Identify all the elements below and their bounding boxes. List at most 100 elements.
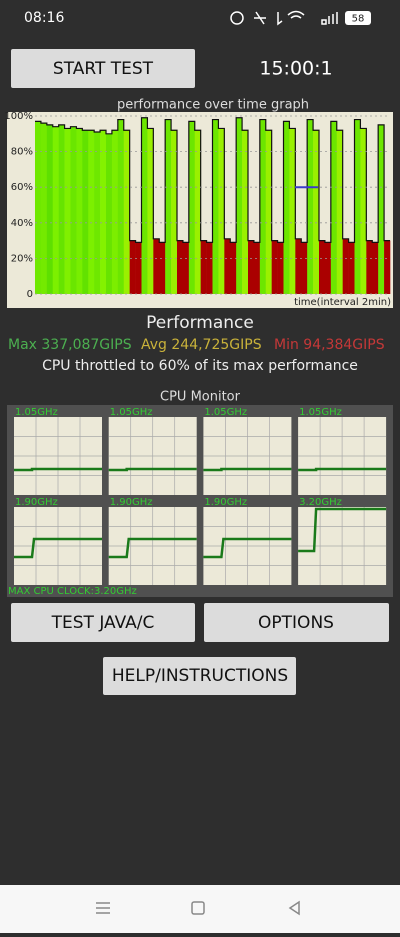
nav-home[interactable] <box>191 901 205 915</box>
bar <box>100 130 107 294</box>
bar <box>342 238 349 294</box>
max-clock: MAX CPU CLOCK:3.20GHz <box>8 586 137 597</box>
bar-outline <box>35 117 390 243</box>
battery <box>345 11 371 25</box>
status-icons <box>230 10 338 26</box>
bar <box>295 238 302 294</box>
core-freq: 1.05GHz <box>110 407 153 418</box>
bar <box>46 124 54 295</box>
core-line <box>298 507 387 553</box>
bar <box>242 130 249 294</box>
bar <box>224 238 231 294</box>
bar <box>354 119 361 294</box>
bar <box>336 130 343 294</box>
test-java-button[interactable] <box>11 603 195 642</box>
bar <box>253 242 261 294</box>
bar <box>259 119 267 294</box>
core-freq: 1.90GHz <box>204 497 247 508</box>
help-button[interactable] <box>103 657 296 695</box>
bar <box>271 240 278 294</box>
core-freq: 1.90GHz <box>15 497 58 508</box>
core-line <box>298 467 387 472</box>
core-freq: 1.05GHz <box>299 407 342 418</box>
bar <box>58 124 65 295</box>
battery-level: 58 <box>352 14 365 25</box>
x-axis-label: time(interval 2min) <box>294 297 391 308</box>
core-freq: 1.05GHz <box>15 407 58 418</box>
test-java-label: TEST JAVA/C <box>51 613 155 633</box>
bar <box>64 128 71 294</box>
throttle-text: CPU throttled to 60% of its max performa… <box>42 358 358 374</box>
start-button[interactable] <box>11 49 195 88</box>
bar <box>147 128 154 294</box>
core-freq: 1.90GHz <box>110 497 153 508</box>
bar <box>165 119 172 294</box>
bar <box>159 242 166 294</box>
chart: 0 20% 40% 60% 80% 100% <box>4 111 391 300</box>
bar <box>177 240 184 294</box>
bar <box>289 128 296 294</box>
y-tick-label: 20% <box>11 253 33 264</box>
help-label: HELP/INSTRUCTIONS <box>112 666 288 686</box>
bar <box>200 240 207 294</box>
graph-title: performance over time graph <box>117 98 309 113</box>
nav-bar <box>0 885 400 933</box>
bar <box>35 121 42 294</box>
bar <box>319 240 326 294</box>
bar <box>307 119 314 294</box>
bar <box>82 130 89 294</box>
bar <box>106 133 113 294</box>
bar <box>230 242 237 294</box>
bar <box>141 117 148 294</box>
y-tick-label: 80% <box>11 147 33 158</box>
bar <box>70 126 77 295</box>
perf-min: Min 94,384GIPS <box>274 337 385 353</box>
bar <box>135 242 142 294</box>
perf-avg: Avg 244,725GIPS <box>141 337 262 353</box>
y-tick-label: 100% <box>4 111 33 122</box>
bar <box>384 240 391 294</box>
bar <box>76 128 83 294</box>
bar <box>301 242 308 294</box>
cpu-cores: 1.05GHz 1.05GHz 1.05GHz 1.05GHz 1.90GHz 1.90G… <box>14 407 387 585</box>
bar <box>88 130 95 294</box>
core-line <box>14 467 102 472</box>
bar <box>117 119 125 294</box>
bar <box>366 240 373 294</box>
core-line <box>108 467 197 472</box>
core-line <box>203 467 292 472</box>
bar <box>194 130 201 294</box>
bar <box>212 119 219 294</box>
bar <box>360 128 367 294</box>
bar <box>378 124 385 295</box>
bar <box>188 121 196 294</box>
bar <box>129 240 136 294</box>
perf-max: Max 337,087GIPS <box>8 337 132 353</box>
bar <box>277 242 284 294</box>
core-line <box>14 537 102 559</box>
status-time: 08:16 <box>24 10 64 26</box>
bar <box>313 130 320 294</box>
nav-icons <box>96 900 300 916</box>
options-button[interactable] <box>204 603 389 642</box>
options-label: OPTIONS <box>258 613 334 633</box>
bar <box>218 128 225 294</box>
bar <box>182 242 190 294</box>
bar <box>236 117 243 294</box>
y-tick-label: 0 <box>27 289 33 300</box>
bar <box>123 130 130 294</box>
nav-menu[interactable] <box>96 902 110 914</box>
bar <box>348 242 355 294</box>
bar <box>171 130 178 294</box>
bar <box>324 242 332 294</box>
core-line <box>203 537 292 559</box>
core-freq: 3.20GHz <box>299 497 342 508</box>
bar <box>206 242 213 294</box>
y-tick-label: 40% <box>11 218 33 229</box>
nav-back[interactable] <box>288 900 300 916</box>
perf-title: Performance <box>146 313 254 333</box>
bar <box>52 126 59 295</box>
bar <box>372 242 379 294</box>
